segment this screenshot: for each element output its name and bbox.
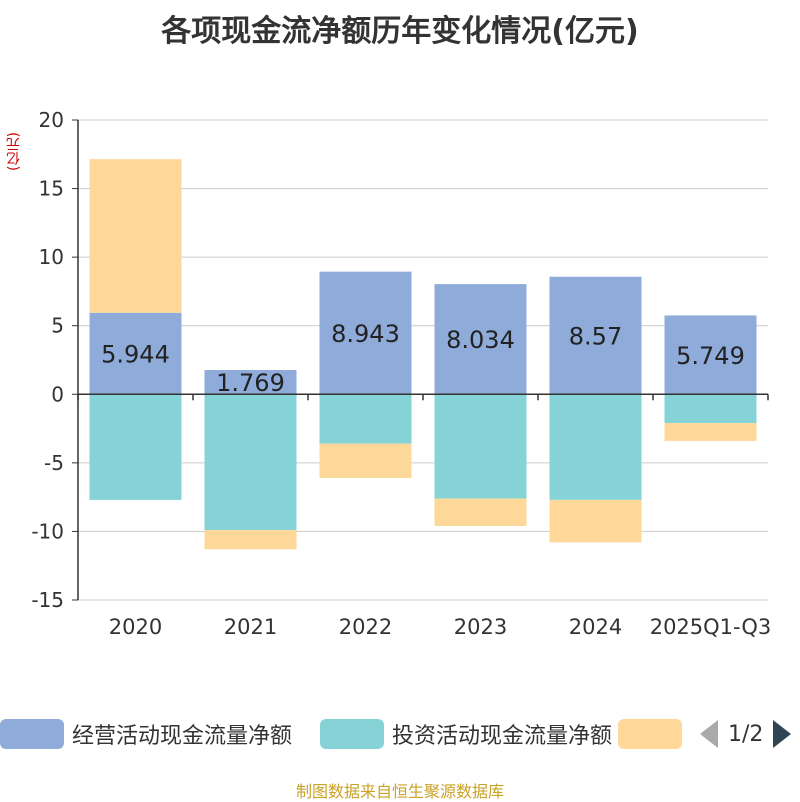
investing-bar — [664, 394, 757, 424]
y-tick-label: 0 — [51, 382, 64, 406]
financing-bar — [319, 443, 412, 478]
data-label: 1.769 — [216, 369, 285, 397]
y-tick-label: -5 — [44, 451, 64, 475]
x-tick-label: 2024 — [569, 615, 622, 639]
pager-prev-icon[interactable] — [700, 720, 718, 748]
operating-bar — [434, 284, 527, 395]
financing-bar — [434, 498, 527, 526]
y-tick-label: 15 — [39, 177, 64, 201]
operating-bar — [319, 271, 412, 395]
x-tick-label: 2023 — [454, 615, 507, 639]
bar-chart: 20 15 10 5 0 -5 -10 -15 5.944 1.769 8.943 8.034 8.57… — [31, 108, 772, 639]
data-label: 8.943 — [331, 320, 400, 348]
investing-bar — [434, 394, 527, 499]
financing-bar — [89, 159, 182, 313]
legend-pager: 1/2 — [700, 716, 792, 752]
legend-item-operating[interactable]: 经营活动现金流量净额 — [0, 716, 292, 752]
y-tick-label: 20 — [39, 108, 64, 132]
operating-bar — [664, 315, 757, 395]
legend-label-investing: 投资活动现金流量净额 — [392, 724, 613, 749]
legend: 经营活动现金流量净额 投资活动现金流量净额 — [0, 716, 800, 756]
investing-bar — [89, 394, 182, 500]
investing-bar — [204, 394, 297, 531]
pager-text: 1/2 — [728, 721, 764, 747]
x-tick-label: 2021 — [224, 615, 277, 639]
legend-item-investing[interactable]: 投资活动现金流量净额 — [320, 716, 612, 752]
y-tick-label: 5 — [51, 314, 64, 338]
operating-bar — [89, 312, 182, 395]
operating-bar — [549, 276, 642, 395]
legend-swatch-operating — [0, 719, 64, 749]
data-source-footer: 制图数据来自恒生聚源数据库 — [295, 782, 504, 801]
financing-bar — [204, 530, 297, 550]
y-tick-label: -15 — [31, 588, 64, 612]
legend-label-operating: 经营活动现金流量净额 — [72, 724, 293, 749]
data-label: 5.944 — [101, 341, 170, 369]
x-tick-label: 2022 — [339, 615, 392, 639]
investing-bar — [319, 394, 412, 444]
chart-title: 各项现金流净额历年变化情况(亿元) — [161, 14, 639, 49]
y-tick-label: -10 — [31, 519, 64, 543]
data-label: 8.57 — [569, 323, 622, 351]
operating-bar — [204, 370, 297, 395]
x-tick-label: 2020 — [109, 615, 162, 639]
y-tick-label: 10 — [39, 245, 64, 269]
x-tick-label: 2025Q1-Q3 — [650, 615, 772, 639]
financing-bar — [664, 423, 757, 441]
legend-swatch-financing — [618, 719, 682, 749]
financing-bar — [549, 499, 642, 543]
legend-swatch-investing — [320, 719, 384, 749]
pager-next-icon[interactable] — [773, 720, 792, 748]
investing-bar — [549, 394, 642, 500]
legend-item-financing[interactable] — [618, 716, 690, 752]
data-label: 5.749 — [676, 342, 745, 370]
data-label: 8.034 — [446, 326, 515, 354]
